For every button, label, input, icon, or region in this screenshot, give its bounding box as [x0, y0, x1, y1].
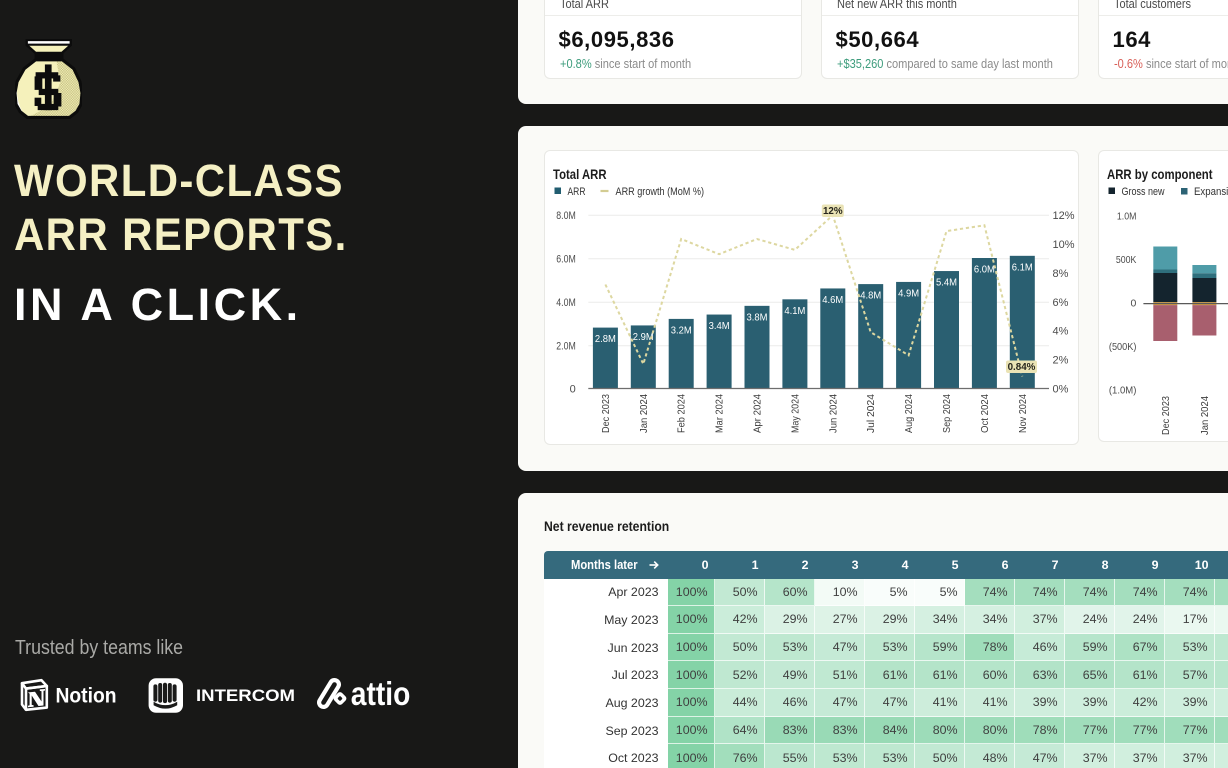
svg-text:3.4M: 3.4M	[709, 320, 730, 332]
svg-text:3.2M: 3.2M	[671, 324, 692, 336]
svg-text:attio: attio	[351, 675, 411, 712]
svg-text:Oct 2024: Oct 2024	[980, 394, 991, 433]
svg-text:4.1M: 4.1M	[784, 305, 805, 317]
svg-text:Total ARR: Total ARR	[553, 166, 607, 182]
svg-text:4.8M: 4.8M	[860, 290, 881, 302]
svg-text:(500K): (500K)	[1109, 341, 1137, 353]
svg-text:0.84%: 0.84%	[1008, 362, 1036, 373]
svg-text:4%: 4%	[1053, 326, 1069, 338]
svg-text:Jan 2024: Jan 2024	[639, 394, 650, 433]
svg-text:Jun 2024: Jun 2024	[828, 394, 839, 433]
svg-text:2.8M: 2.8M	[595, 333, 616, 345]
svg-text:ARR by component: ARR by component	[1107, 166, 1213, 182]
svg-text:8%: 8%	[1053, 268, 1069, 280]
svg-text:2.0M: 2.0M	[556, 341, 576, 353]
svg-text:Jul 2024: Jul 2024	[866, 394, 877, 433]
svg-text:ARR: ARR	[568, 186, 586, 198]
svg-text:2%: 2%	[1053, 355, 1069, 367]
svg-text:Dec 2023: Dec 2023	[1161, 396, 1172, 435]
svg-text:Nov 2024: Nov 2024	[1018, 394, 1029, 433]
svg-text:500K: 500K	[1116, 254, 1137, 266]
svg-text:Apr 2024: Apr 2024	[753, 394, 764, 433]
svg-text:0%: 0%	[1053, 384, 1069, 396]
svg-text:6.0M: 6.0M	[556, 254, 576, 266]
svg-text:Expansion: Expansion	[1194, 186, 1228, 198]
svg-text:Gross new: Gross new	[1122, 186, 1165, 198]
svg-text:Aug 2024: Aug 2024	[904, 394, 915, 433]
svg-text:ARR growth (MoM %): ARR growth (MoM %)	[616, 186, 705, 198]
svg-text:10%: 10%	[1053, 239, 1075, 251]
svg-text:2.9M: 2.9M	[633, 331, 654, 343]
svg-text:1.0M: 1.0M	[1117, 211, 1137, 223]
svg-text:4.0M: 4.0M	[556, 297, 576, 309]
svg-text:Sep 2024: Sep 2024	[942, 394, 953, 433]
svg-text:12%: 12%	[1053, 210, 1075, 222]
svg-text:(1.0M): (1.0M)	[1109, 385, 1137, 397]
svg-text:Notion: Notion	[56, 685, 117, 708]
svg-text:5.4M: 5.4M	[936, 277, 957, 289]
svg-text:4.9M: 4.9M	[898, 287, 919, 299]
svg-text:0: 0	[570, 384, 576, 396]
svg-text:3.8M: 3.8M	[747, 311, 768, 323]
svg-text:Feb 2024: Feb 2024	[677, 394, 688, 433]
svg-text:6.1M: 6.1M	[1012, 261, 1033, 273]
svg-text:4.6M: 4.6M	[822, 294, 843, 306]
svg-text:May 2024: May 2024	[790, 394, 801, 433]
svg-text:Dec 2023: Dec 2023	[601, 394, 612, 433]
svg-text:0: 0	[1131, 298, 1137, 310]
svg-text:8.0M: 8.0M	[556, 210, 576, 222]
svg-text:6.0M: 6.0M	[974, 264, 995, 276]
svg-text:6%: 6%	[1053, 297, 1069, 309]
svg-text:INTERCOM: INTERCOM	[196, 687, 295, 705]
svg-text:Mar 2024: Mar 2024	[715, 394, 726, 433]
svg-text:Jan 2024: Jan 2024	[1200, 396, 1211, 435]
svg-text:12%: 12%	[823, 206, 843, 217]
